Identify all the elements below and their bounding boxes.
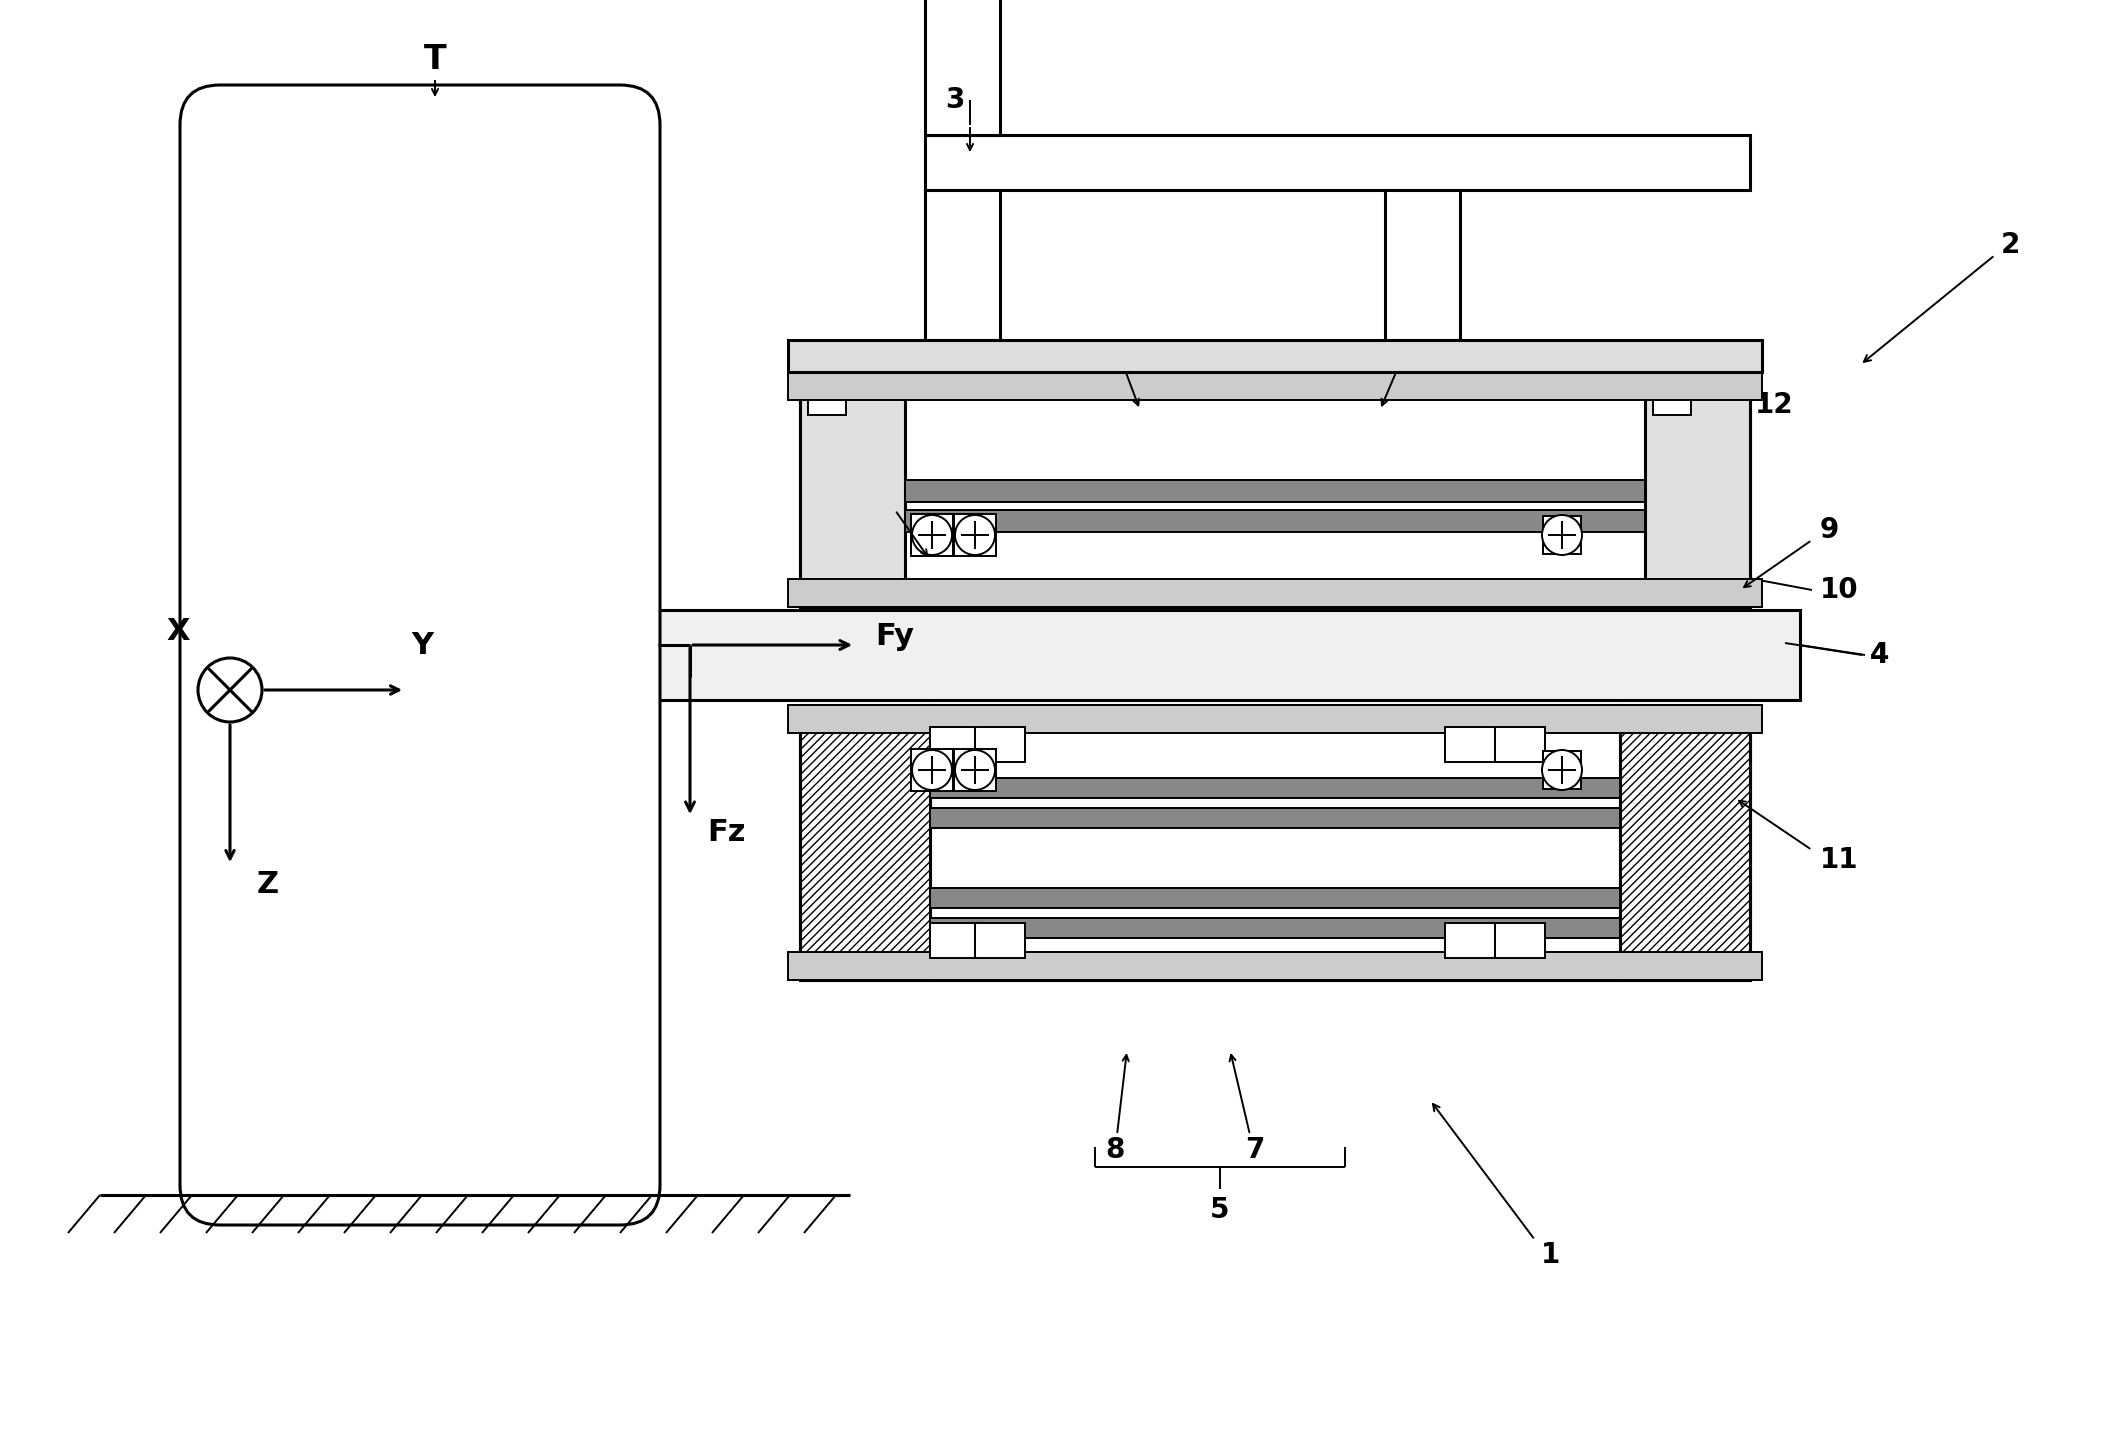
Text: 9: 9 bbox=[1820, 516, 1839, 543]
Bar bbox=[799, 371, 906, 607]
Bar bbox=[925, 0, 999, 134]
Bar bbox=[955, 749, 995, 790]
Bar bbox=[1495, 727, 1546, 762]
Bar bbox=[929, 808, 1620, 828]
Bar bbox=[955, 514, 995, 556]
Text: T: T bbox=[423, 43, 446, 77]
Circle shape bbox=[912, 514, 952, 555]
Bar bbox=[929, 705, 1620, 980]
Circle shape bbox=[912, 750, 952, 790]
Text: X: X bbox=[166, 617, 189, 646]
Text: 8: 8 bbox=[1106, 1136, 1125, 1165]
Bar bbox=[906, 510, 1646, 532]
Bar bbox=[976, 727, 1025, 762]
FancyBboxPatch shape bbox=[181, 85, 659, 1225]
Bar bbox=[929, 777, 1620, 798]
Bar bbox=[1495, 923, 1546, 958]
Bar bbox=[976, 923, 1025, 958]
Bar bbox=[1446, 923, 1495, 958]
Text: 10: 10 bbox=[1820, 577, 1858, 604]
Bar bbox=[1543, 516, 1582, 553]
Text: Z: Z bbox=[257, 870, 279, 899]
Bar bbox=[799, 371, 1750, 607]
Bar bbox=[789, 340, 1762, 371]
Bar bbox=[789, 579, 1762, 607]
Bar bbox=[808, 377, 846, 415]
Text: Y: Y bbox=[410, 631, 434, 660]
Bar bbox=[929, 727, 980, 762]
Bar bbox=[1646, 371, 1750, 607]
Bar bbox=[1543, 751, 1582, 789]
Bar bbox=[906, 480, 1646, 501]
Text: Fy: Fy bbox=[876, 623, 914, 652]
Bar bbox=[789, 371, 1762, 400]
Bar bbox=[789, 952, 1762, 980]
Text: 7: 7 bbox=[1246, 1136, 1265, 1165]
Text: 11: 11 bbox=[1820, 845, 1858, 874]
Bar bbox=[1654, 377, 1690, 415]
Text: 3: 3 bbox=[946, 87, 965, 114]
Text: 4: 4 bbox=[1871, 642, 1890, 669]
Circle shape bbox=[1541, 514, 1582, 555]
Bar bbox=[925, 134, 1750, 189]
Text: 6: 6 bbox=[1110, 341, 1129, 368]
Text: 2: 2 bbox=[2001, 231, 2020, 259]
Text: Fz: Fz bbox=[708, 818, 746, 848]
Text: 1: 1 bbox=[1541, 1241, 1560, 1269]
Bar bbox=[929, 889, 1620, 907]
Bar bbox=[929, 918, 1620, 938]
Bar bbox=[929, 923, 980, 958]
Bar bbox=[621, 610, 1801, 699]
Bar bbox=[925, 189, 999, 340]
Text: 12: 12 bbox=[1754, 392, 1794, 419]
Text: 5: 5 bbox=[1210, 1196, 1229, 1224]
Text: 6: 6 bbox=[1395, 341, 1414, 368]
Circle shape bbox=[198, 657, 261, 722]
Circle shape bbox=[1541, 750, 1582, 790]
Bar bbox=[789, 705, 1762, 733]
Bar bbox=[1384, 189, 1461, 340]
Bar bbox=[1620, 705, 1750, 980]
Text: 9: 9 bbox=[876, 481, 895, 509]
Circle shape bbox=[955, 514, 995, 555]
Bar bbox=[912, 514, 952, 556]
Text: 4: 4 bbox=[1871, 642, 1890, 669]
Bar bbox=[912, 749, 952, 790]
Circle shape bbox=[955, 750, 995, 790]
Bar bbox=[799, 705, 929, 980]
Bar bbox=[1446, 727, 1495, 762]
Bar bbox=[799, 705, 1750, 980]
